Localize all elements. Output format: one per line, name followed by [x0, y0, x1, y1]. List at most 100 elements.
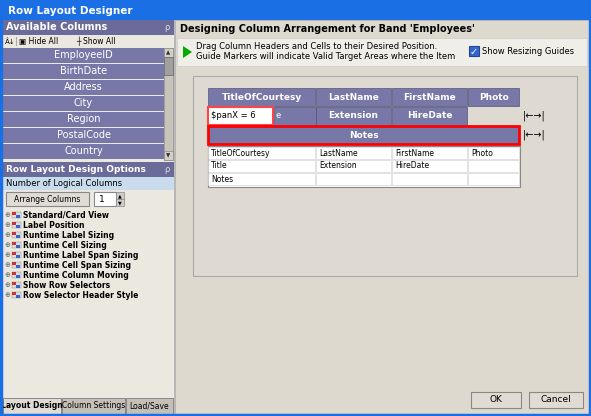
Text: Photo: Photo: [479, 92, 508, 102]
Text: Region: Region: [67, 114, 100, 124]
Text: Show Resizing Guides: Show Resizing Guides: [482, 47, 574, 56]
Bar: [94, 192, 116, 206]
Bar: [392, 160, 467, 172]
Text: ⊕: ⊕: [4, 262, 10, 268]
Text: ⊕: ⊕: [4, 232, 10, 238]
Text: Notes: Notes: [211, 174, 233, 183]
Bar: [3, 398, 61, 414]
Bar: [3, 128, 164, 143]
Bar: [193, 76, 577, 276]
Bar: [3, 112, 164, 127]
Bar: [468, 173, 519, 185]
Bar: [6, 192, 89, 206]
Bar: [12, 292, 16, 295]
Bar: [2, 162, 174, 177]
Text: BirthDate: BirthDate: [60, 67, 107, 77]
Text: Guide Markers will indicate Valid Target Areas where the Item: Guide Markers will indicate Valid Target…: [196, 52, 455, 61]
Bar: [2, 2, 589, 20]
Bar: [208, 126, 519, 144]
Bar: [12, 252, 21, 258]
Text: EmployeeID: EmployeeID: [54, 50, 113, 60]
Bar: [471, 392, 521, 408]
Text: Available Columns: Available Columns: [6, 22, 107, 32]
Text: FirstName: FirstName: [395, 149, 434, 158]
Bar: [316, 107, 391, 125]
Bar: [274, 107, 316, 125]
Bar: [2, 35, 174, 48]
Text: ▲: ▲: [167, 50, 171, 55]
Bar: [3, 48, 164, 63]
Text: Cancel: Cancel: [541, 396, 571, 404]
Text: ▲: ▲: [118, 193, 122, 198]
Bar: [16, 285, 20, 288]
Text: ⊕: ⊕: [4, 282, 10, 288]
Bar: [208, 88, 315, 106]
Bar: [3, 64, 164, 79]
Bar: [316, 173, 391, 185]
Bar: [468, 88, 519, 106]
Bar: [468, 147, 519, 159]
Polygon shape: [183, 46, 192, 58]
Bar: [12, 282, 21, 288]
Text: 1: 1: [99, 195, 105, 203]
Text: ⊕: ⊕: [4, 242, 10, 248]
Text: Load/Save: Load/Save: [129, 401, 169, 411]
Text: |←→|: |←→|: [523, 111, 545, 121]
Text: ⊕: ⊕: [4, 222, 10, 228]
Bar: [16, 265, 20, 268]
Text: FirstName: FirstName: [403, 92, 456, 102]
Bar: [2, 396, 174, 416]
Text: Designing Column Arrangement for Band 'Employees': Designing Column Arrangement for Band 'E…: [180, 24, 475, 34]
Bar: [62, 398, 125, 414]
Text: ▼: ▼: [167, 153, 171, 158]
Text: Standard/Card View: Standard/Card View: [23, 210, 109, 220]
Text: Row Layout Design Options: Row Layout Design Options: [6, 165, 146, 174]
Bar: [16, 255, 20, 258]
Bar: [12, 232, 21, 238]
Text: ▼: ▼: [118, 200, 122, 205]
Text: ⊕: ⊕: [4, 252, 10, 258]
Bar: [208, 173, 315, 185]
Bar: [12, 272, 16, 275]
Bar: [529, 392, 583, 408]
Bar: [126, 398, 173, 414]
Text: PostalCode: PostalCode: [57, 131, 111, 141]
Bar: [3, 80, 164, 95]
Text: Runtime Cell Sizing: Runtime Cell Sizing: [23, 240, 107, 250]
Bar: [208, 146, 520, 187]
Bar: [392, 173, 467, 185]
Bar: [392, 147, 467, 159]
Text: ▣ Hide All: ▣ Hide All: [19, 37, 59, 46]
Bar: [12, 222, 16, 225]
Bar: [12, 212, 21, 218]
Text: Runtime Cell Span Sizing: Runtime Cell Span Sizing: [23, 260, 131, 270]
Text: ⊕: ⊕: [4, 292, 10, 298]
Bar: [16, 37, 17, 46]
Text: ✓: ✓: [470, 47, 478, 57]
Bar: [16, 295, 20, 298]
Text: Layout Design: Layout Design: [1, 401, 63, 411]
Bar: [164, 151, 173, 160]
Text: Extension: Extension: [319, 161, 356, 171]
Bar: [116, 199, 124, 206]
Text: Column Settings: Column Settings: [62, 401, 125, 411]
Text: Row Layout Designer: Row Layout Designer: [8, 6, 132, 16]
Text: TitleOfCourtesy: TitleOfCourtesy: [211, 149, 271, 158]
Text: ρ: ρ: [164, 23, 170, 32]
Text: Row Selector Header Style: Row Selector Header Style: [23, 290, 138, 300]
Bar: [164, 48, 173, 57]
Bar: [12, 292, 21, 298]
Bar: [177, 38, 587, 66]
Text: Runtime Column Moving: Runtime Column Moving: [23, 270, 129, 280]
Bar: [316, 160, 391, 172]
Bar: [12, 212, 16, 215]
Bar: [175, 20, 589, 414]
Bar: [2, 190, 174, 208]
Bar: [16, 235, 20, 238]
Text: |←→|: |←→|: [523, 130, 545, 140]
Text: Runtime Label Span Sizing: Runtime Label Span Sizing: [23, 250, 138, 260]
Text: Label Position: Label Position: [23, 220, 85, 230]
Bar: [392, 88, 467, 106]
Text: ρ: ρ: [164, 165, 170, 174]
Bar: [16, 245, 20, 248]
